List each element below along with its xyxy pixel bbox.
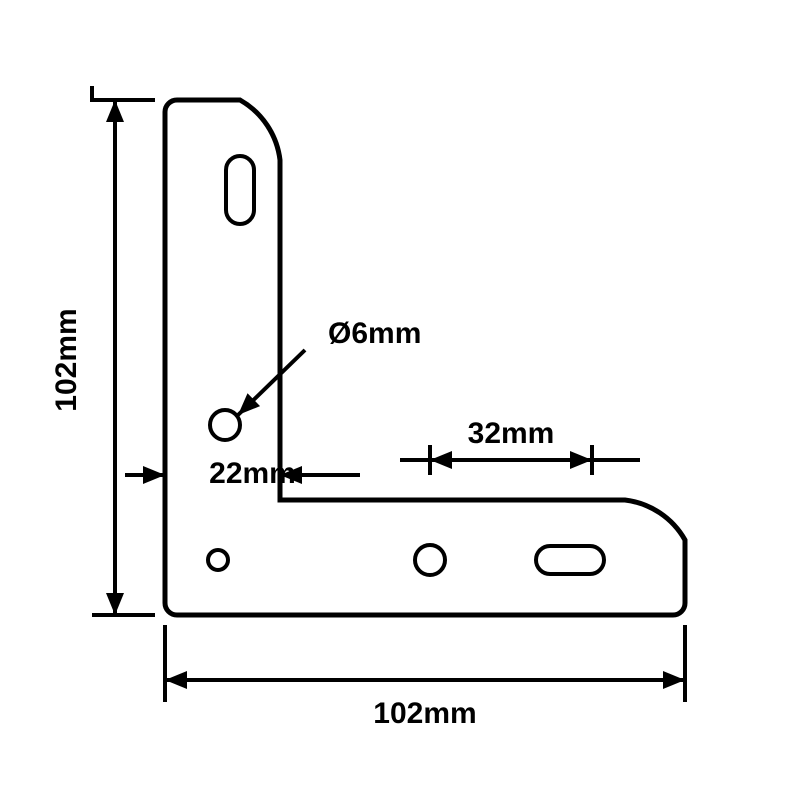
dim-hole-dia: Ø6mm <box>238 317 421 415</box>
horizontal-round-hole <box>415 545 445 575</box>
dim-thickness-label: 22mm <box>209 457 296 490</box>
dim-width-label: 102mm <box>373 697 476 730</box>
bracket-outline <box>165 100 685 615</box>
dim-dia-label: Ø6mm <box>328 317 421 350</box>
horizontal-slot-hole <box>536 546 604 574</box>
vertical-slot-hole <box>226 156 254 224</box>
vertical-round-hole <box>210 410 240 440</box>
dim-height: 102mm <box>50 86 155 615</box>
dim-width: 102mm <box>165 625 685 730</box>
dim-height-label: 102mm <box>50 308 83 411</box>
dim-hole-pitch: 32mm <box>400 417 640 475</box>
dim-thickness: 22mm <box>125 457 360 490</box>
holes <box>208 156 604 575</box>
corner-small-hole <box>208 550 228 570</box>
dim-pitch-label: 32mm <box>468 417 555 450</box>
